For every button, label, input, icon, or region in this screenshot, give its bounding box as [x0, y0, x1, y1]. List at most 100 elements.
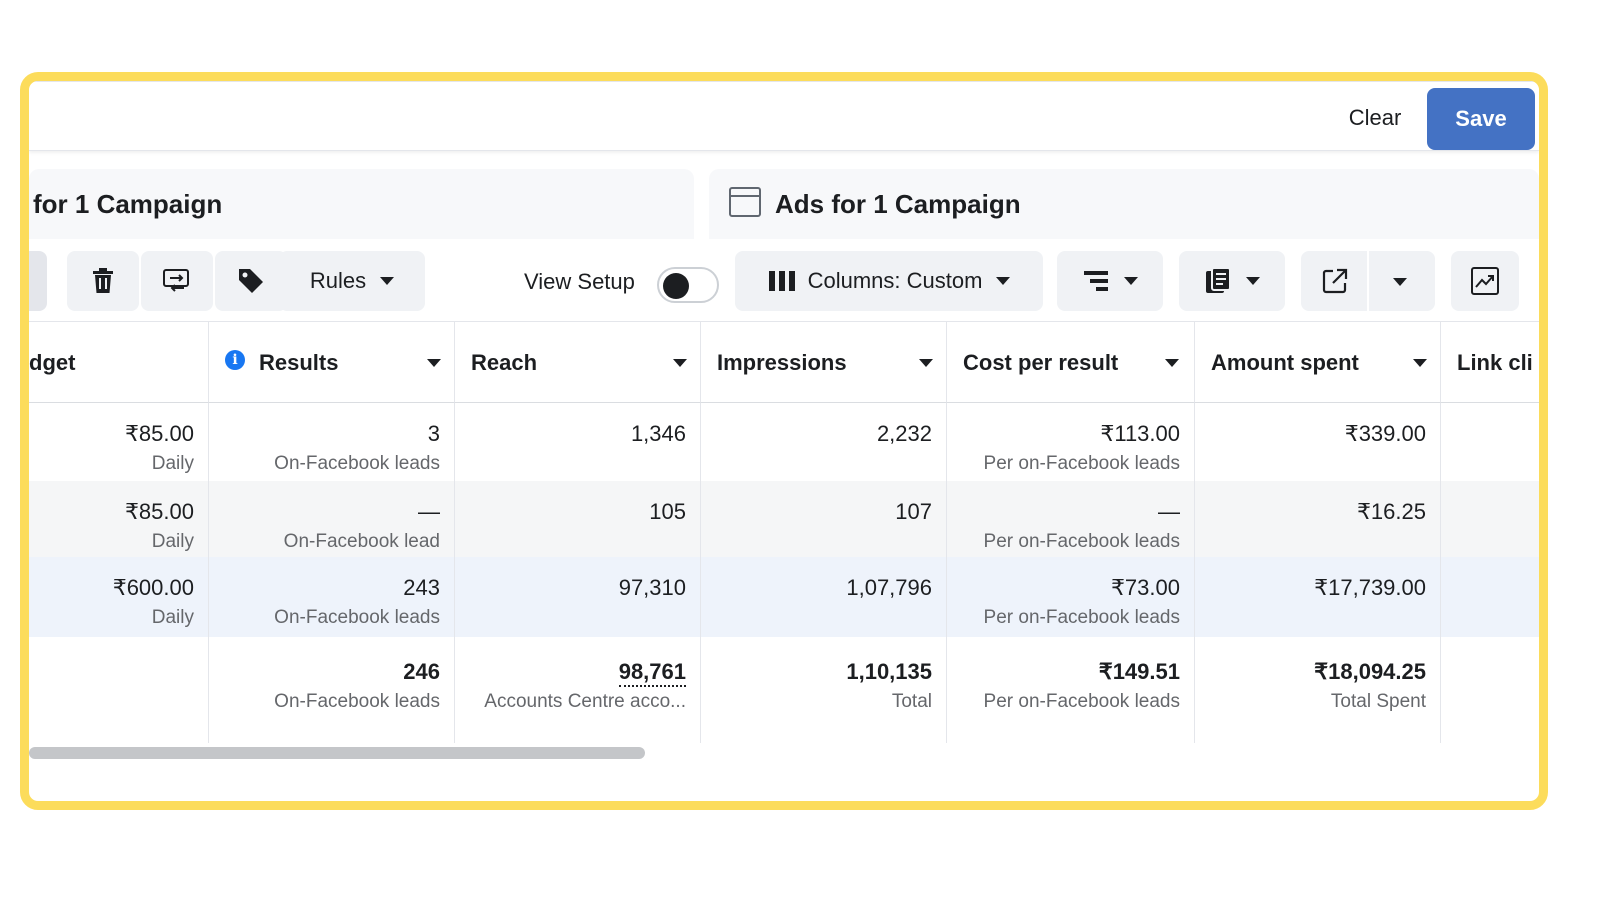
chevron-down-icon[interactable]	[1413, 359, 1427, 367]
scrollbar-thumb[interactable]	[29, 747, 645, 759]
export-dropdown[interactable]	[1301, 251, 1435, 311]
tab-label: Ads for 1 Campaign	[775, 189, 1021, 219]
column-header-results[interactable]: i Results	[209, 321, 455, 403]
cost-value: —	[1158, 499, 1180, 524]
swap-icon	[163, 269, 189, 292]
table-row[interactable]: ₹85.00 Daily 3 On-Facebook leads 1,346 2,2…	[29, 403, 1539, 481]
view-setup-label: View Setup	[524, 269, 635, 294]
trash-icon	[93, 268, 113, 293]
toolbar: Rules View Setup Columns: Custom	[29, 239, 1539, 321]
ab-test-button[interactable]	[141, 251, 213, 311]
column-header-reach[interactable]: Reach	[455, 321, 701, 403]
budget-type: Daily	[151, 453, 194, 474]
column-header-label: Reach	[471, 350, 538, 375]
export-icon	[1322, 268, 1348, 294]
cost-type: Per on-Facebook leads	[983, 607, 1180, 628]
chevron-down-icon	[1124, 277, 1138, 285]
reports-dropdown[interactable]	[1179, 251, 1285, 311]
column-header-budget[interactable]: dget	[29, 321, 209, 403]
column-header-label: Amount spent	[1211, 350, 1359, 375]
split-divider	[1367, 251, 1369, 311]
column-header-label: Results	[259, 350, 339, 375]
tab-label: for 1 Campaign	[33, 189, 223, 219]
cut-off-button[interactable]	[29, 251, 47, 311]
results-total-type: On-Facebook leads	[274, 691, 440, 712]
columns-dropdown[interactable]: Columns: Custom	[735, 251, 1043, 311]
chart-trend-icon	[1471, 267, 1499, 295]
chevron-down-icon[interactable]	[1393, 278, 1407, 286]
impressions-total: 1,10,135	[846, 659, 932, 684]
chevron-down-icon	[380, 277, 395, 285]
tag-button[interactable]	[215, 251, 287, 311]
columns-icon	[768, 271, 795, 291]
column-header-link-clicks[interactable]: Link cli	[1441, 321, 1539, 403]
toggle-knob	[663, 273, 689, 299]
column-header-amount-spent[interactable]: Amount spent	[1195, 321, 1441, 403]
cost-type: Per on-Facebook leads	[983, 453, 1180, 474]
budget-value: ₹600.00	[112, 575, 194, 600]
impressions-value: 2,232	[876, 421, 932, 446]
delete-button[interactable]	[67, 251, 139, 311]
chevron-down-icon[interactable]	[673, 359, 687, 367]
reach-value: 105	[649, 499, 686, 524]
empty-cell	[29, 637, 209, 743]
charts-button[interactable]	[1451, 251, 1519, 311]
column-header-label: dget	[29, 350, 76, 375]
spent-value: ₹339.00	[1344, 421, 1426, 446]
chevron-down-icon[interactable]	[427, 359, 441, 367]
info-icon[interactable]: i	[225, 350, 245, 370]
ad-window-icon	[729, 187, 761, 217]
tab-campaign-adsets[interactable]: for 1 Campaign	[29, 169, 694, 239]
reach-value: 97,310	[618, 575, 686, 600]
chevron-down-icon[interactable]	[1165, 359, 1179, 367]
breakdown-dropdown[interactable]	[1057, 251, 1163, 311]
reach-total-type: Accounts Centre acco...	[484, 691, 686, 712]
rules-label: Rules	[309, 268, 367, 293]
cost-total: ₹149.51	[1098, 659, 1180, 684]
spent-total-type: Total Spent	[1330, 691, 1426, 712]
results-type: On-Facebook lead	[283, 531, 440, 552]
budget-type: Daily	[151, 607, 194, 628]
chevron-down-icon	[1246, 277, 1260, 285]
horizontal-scrollbar[interactable]	[29, 747, 1539, 761]
chevron-down-icon[interactable]	[919, 359, 933, 367]
impressions-total-type: Total	[891, 691, 932, 712]
impressions-value: 107	[895, 499, 932, 524]
cost-total-type: Per on-Facebook leads	[983, 691, 1180, 712]
view-setup-toggle[interactable]	[657, 267, 719, 303]
column-header-label: Link cli	[1457, 350, 1533, 375]
reach-total[interactable]: 98,761	[618, 659, 686, 687]
column-header-label: Cost per result	[963, 350, 1119, 375]
reports-icon	[1206, 267, 1231, 293]
tag-icon	[239, 269, 263, 293]
budget-value: ₹85.00	[124, 499, 194, 524]
column-header-label: Impressions	[717, 350, 847, 375]
spent-value: ₹17,739.00	[1314, 575, 1426, 600]
table-row[interactable]: ₹85.00 Daily — On-Facebook lead 105 107 — P…	[29, 481, 1539, 557]
spent-value: ₹16.25	[1356, 499, 1426, 524]
ads-table: dget i Results Reach Impressions Cost pe…	[29, 321, 1539, 801]
tab-ads[interactable]: Ads for 1 Campaign	[709, 169, 1539, 239]
spent-total: ₹18,094.25	[1314, 659, 1426, 684]
cost-value: ₹113.00	[1100, 421, 1180, 446]
budget-type: Daily	[151, 531, 194, 552]
results-value: 243	[403, 575, 440, 600]
totals-row: 246 On-Facebook leads 98,761 Accounts Cent…	[29, 637, 1539, 743]
results-value: 3	[427, 421, 440, 446]
column-header-cost-per-result[interactable]: Cost per result	[947, 321, 1195, 403]
columns-label: Columns: Custom	[807, 268, 983, 293]
cost-value: ₹73.00	[1110, 575, 1180, 600]
rules-dropdown[interactable]: Rules	[279, 251, 425, 311]
cost-type: Per on-Facebook leads	[983, 531, 1180, 552]
budget-value: ₹85.00	[124, 421, 194, 446]
highlight-frame: Clear Save for 1 Campaign Ads for 1 Camp…	[20, 72, 1548, 810]
ads-manager-panel: Clear Save for 1 Campaign Ads for 1 Camp…	[29, 81, 1539, 801]
table-row[interactable]: ₹600.00 Daily 243 On-Facebook leads 97,310…	[29, 557, 1539, 637]
clear-button[interactable]: Clear	[1329, 96, 1421, 140]
column-header-impressions[interactable]: Impressions	[701, 321, 947, 403]
breakdown-icon	[1084, 271, 1108, 291]
action-bar: Clear Save	[29, 81, 1539, 151]
chevron-down-icon	[996, 277, 1011, 285]
results-total: 246	[403, 659, 440, 684]
save-button[interactable]: Save	[1427, 88, 1535, 150]
